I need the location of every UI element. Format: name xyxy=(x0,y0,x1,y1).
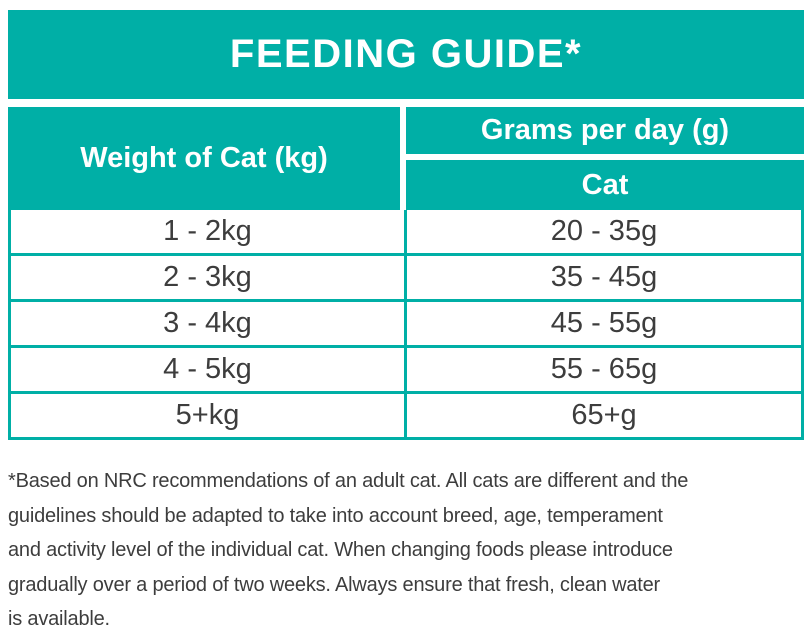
table-row: 4 - 5kg 55 - 65g xyxy=(11,348,801,394)
footnote-line: guidelines should be adapted to take int… xyxy=(8,504,663,527)
weight-cell: 4 - 5kg xyxy=(11,348,407,391)
weight-cell: 2 - 3kg xyxy=(11,256,407,299)
grams-cell: 35 - 45g xyxy=(407,256,801,299)
title-bar: FEEDING GUIDE* xyxy=(8,10,804,99)
column-header-grams-per-day: Grams per day (g) xyxy=(406,107,804,160)
footnote-line: and activity level of the individual cat… xyxy=(8,539,673,561)
grams-cell: 45 - 55g xyxy=(407,302,801,345)
footnote-line: gradually over a period of two weeks. Al… xyxy=(8,573,661,596)
page-title: FEEDING GUIDE* xyxy=(229,32,583,76)
table-row: 2 - 3kg 35 - 45g xyxy=(11,256,801,302)
table-header: Weight of Cat (kg) Grams per day (g) Cat xyxy=(8,107,804,210)
weight-cell: 5+kg xyxy=(11,394,407,437)
table-row: 3 - 4kg 45 - 55g xyxy=(11,302,801,348)
table-row: 5+kg 65+g xyxy=(11,394,801,437)
weight-cell: 3 - 4kg xyxy=(11,302,407,345)
column-subheader-cat: Cat xyxy=(581,168,629,201)
grams-cell: 55 - 65g xyxy=(407,348,801,391)
weight-cell: 1 - 2kg xyxy=(11,210,407,253)
column-header-weight: Weight of Cat (kg) xyxy=(8,107,406,210)
footnote-line: *Based on NRC recommendations of an adul… xyxy=(8,470,689,492)
grams-cell: 20 - 35g xyxy=(407,210,801,253)
footnote: *Based on NRC recommendations of an adul… xyxy=(8,464,804,637)
table-row: 1 - 2kg 20 - 35g xyxy=(11,210,801,256)
footnote-line: is available. xyxy=(8,608,110,630)
table-body: 1 - 2kg 20 - 35g 2 - 3kg 35 - 45g 3 - 4k… xyxy=(8,210,804,440)
grams-cell: 65+g xyxy=(407,394,801,437)
feeding-guide-table: FEEDING GUIDE* Weight of Cat (kg) Grams … xyxy=(8,10,804,637)
